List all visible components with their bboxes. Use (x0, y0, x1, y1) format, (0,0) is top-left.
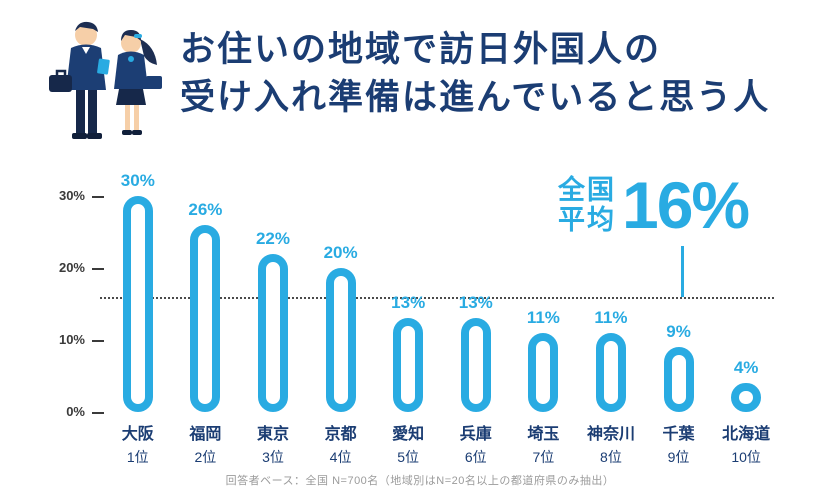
annotation-value: 16% (622, 168, 750, 242)
annotation-label: 全国 平均 (558, 175, 616, 235)
bar (460, 318, 491, 412)
header: お住いの地域で訪日外国人の 受け入れ準備は進んでいると思う人 (0, 0, 840, 152)
category-row: 大阪 1位 福岡 2位 東京 3位 京都 4位 愛知 5位 兵庫 6位 埼玉 7位 神奈川 8位 千葉 9位 北海道… (104, 420, 780, 467)
bar (122, 196, 153, 412)
category-label: 京都 4位 (307, 420, 375, 467)
category-label: 神奈川 8位 (577, 420, 645, 467)
category-label: 千葉 9位 (645, 420, 713, 467)
category-label: 愛知 5位 (374, 420, 442, 467)
bar-column: 13% (442, 293, 510, 412)
bar-column: 11% (510, 308, 578, 412)
bar-value-label: 13% (391, 293, 426, 313)
bar (325, 268, 356, 412)
business-people-illustration (49, 21, 162, 139)
prefecture-name: 京都 (324, 426, 357, 443)
page-title-line2: 受け入れ準備は進んでいると思う人 (180, 77, 771, 117)
y-tick-label: 0% (66, 404, 85, 419)
bar-value-label: 30% (120, 171, 155, 190)
prefecture-rank: 6位 (464, 449, 487, 465)
national-average-annotation: 全国 平均 16% (558, 168, 750, 242)
bar-chart: 0% 10% 20% 30% 30% 26% 22% 20% 13% 13% 11% 11% 9% 4%… (0, 152, 840, 468)
prefecture-rank: 5位 (397, 449, 420, 465)
prefecture-rank: 4位 (329, 449, 352, 465)
prefecture-name: 兵庫 (459, 426, 492, 443)
y-tick-label: 10% (58, 332, 85, 347)
bar (257, 253, 288, 412)
annotation-label-line2: 平均 (558, 205, 616, 235)
y-tick: 30% (0, 187, 104, 205)
source-note: 回答者ベース：全国 N=700名（地域別はN=20名以上の都道府県のみ抽出） (225, 475, 615, 487)
bar (393, 318, 424, 412)
prefecture-name: 神奈川 (586, 426, 635, 443)
page-title: お住いの地域で訪日外国人の 受け入れ準備は進んでいると思う人 (180, 26, 770, 121)
bar-value-label: 4% (733, 358, 759, 378)
prefecture-rank: 9位 (667, 449, 690, 465)
prefecture-rank: 8位 (600, 449, 622, 465)
bar-column: 11% (577, 308, 645, 412)
y-tick: 20% (0, 259, 104, 277)
bar (190, 224, 221, 412)
category-label: 北海道 10位 (712, 420, 780, 467)
prefecture-rank: 7位 (532, 449, 555, 465)
businesswoman-figure (114, 30, 162, 135)
prefecture-name: 愛知 (392, 426, 425, 443)
prefecture-name: 北海道 (722, 426, 771, 443)
bar (731, 383, 762, 412)
bar-column: 9% (645, 322, 713, 412)
prefecture-name: 大阪 (121, 426, 154, 443)
category-label: 大阪 1位 (104, 420, 172, 467)
annotation-connector-line (681, 246, 684, 297)
y-tick-mark (92, 195, 104, 198)
y-tick: 10% (0, 331, 104, 349)
bar-column: 13% (374, 293, 442, 412)
bar-column: 4% (712, 358, 780, 412)
prefecture-name: 埼玉 (527, 426, 560, 443)
y-tick-mark (92, 339, 104, 342)
prefecture-rank: 1位 (126, 449, 149, 465)
average-line (100, 296, 774, 299)
category-label: 福岡 2位 (172, 420, 240, 467)
prefecture-name: 福岡 (189, 426, 222, 443)
bar (663, 347, 694, 412)
bar-column: 26% (172, 200, 240, 412)
businessman-figure (49, 21, 110, 139)
prefecture-name: 東京 (256, 426, 289, 443)
category-label: 埼玉 7位 (510, 420, 578, 467)
y-tick: 0% (0, 403, 104, 421)
prefecture-rank: 3位 (262, 449, 284, 465)
bar (528, 332, 559, 412)
bar-value-label: 13% (458, 293, 493, 313)
category-label: 東京 3位 (239, 420, 307, 467)
bar-value-label: 9% (666, 322, 691, 342)
bar-value-label: 20% (323, 243, 358, 262)
y-tick-mark (92, 267, 104, 270)
bar (595, 332, 626, 412)
bars-row: 30% 26% 22% 20% 13% 13% 11% 11% 9% 4% (104, 152, 780, 412)
bar-value-label: 11% (526, 307, 560, 327)
bar-value-label: 11% (594, 307, 628, 327)
bar-column: 20% (307, 243, 375, 412)
bar-column: 22% (239, 229, 307, 412)
y-tick-label: 20% (58, 260, 85, 275)
page-title-line1: お住いの地域で訪日外国人の (180, 30, 662, 69)
annotation-label-line1: 全国 (558, 174, 616, 205)
bar-value-label: 26% (188, 199, 223, 219)
bar-column: 30% (104, 171, 172, 412)
y-tick-mark (92, 411, 104, 414)
y-tick-label: 30% (58, 188, 85, 203)
prefecture-rank: 10位 (731, 449, 761, 465)
category-label: 兵庫 6位 (442, 420, 510, 467)
bar-value-label: 22% (255, 228, 290, 248)
prefecture-rank: 2位 (194, 449, 217, 465)
prefecture-name: 千葉 (662, 426, 695, 443)
